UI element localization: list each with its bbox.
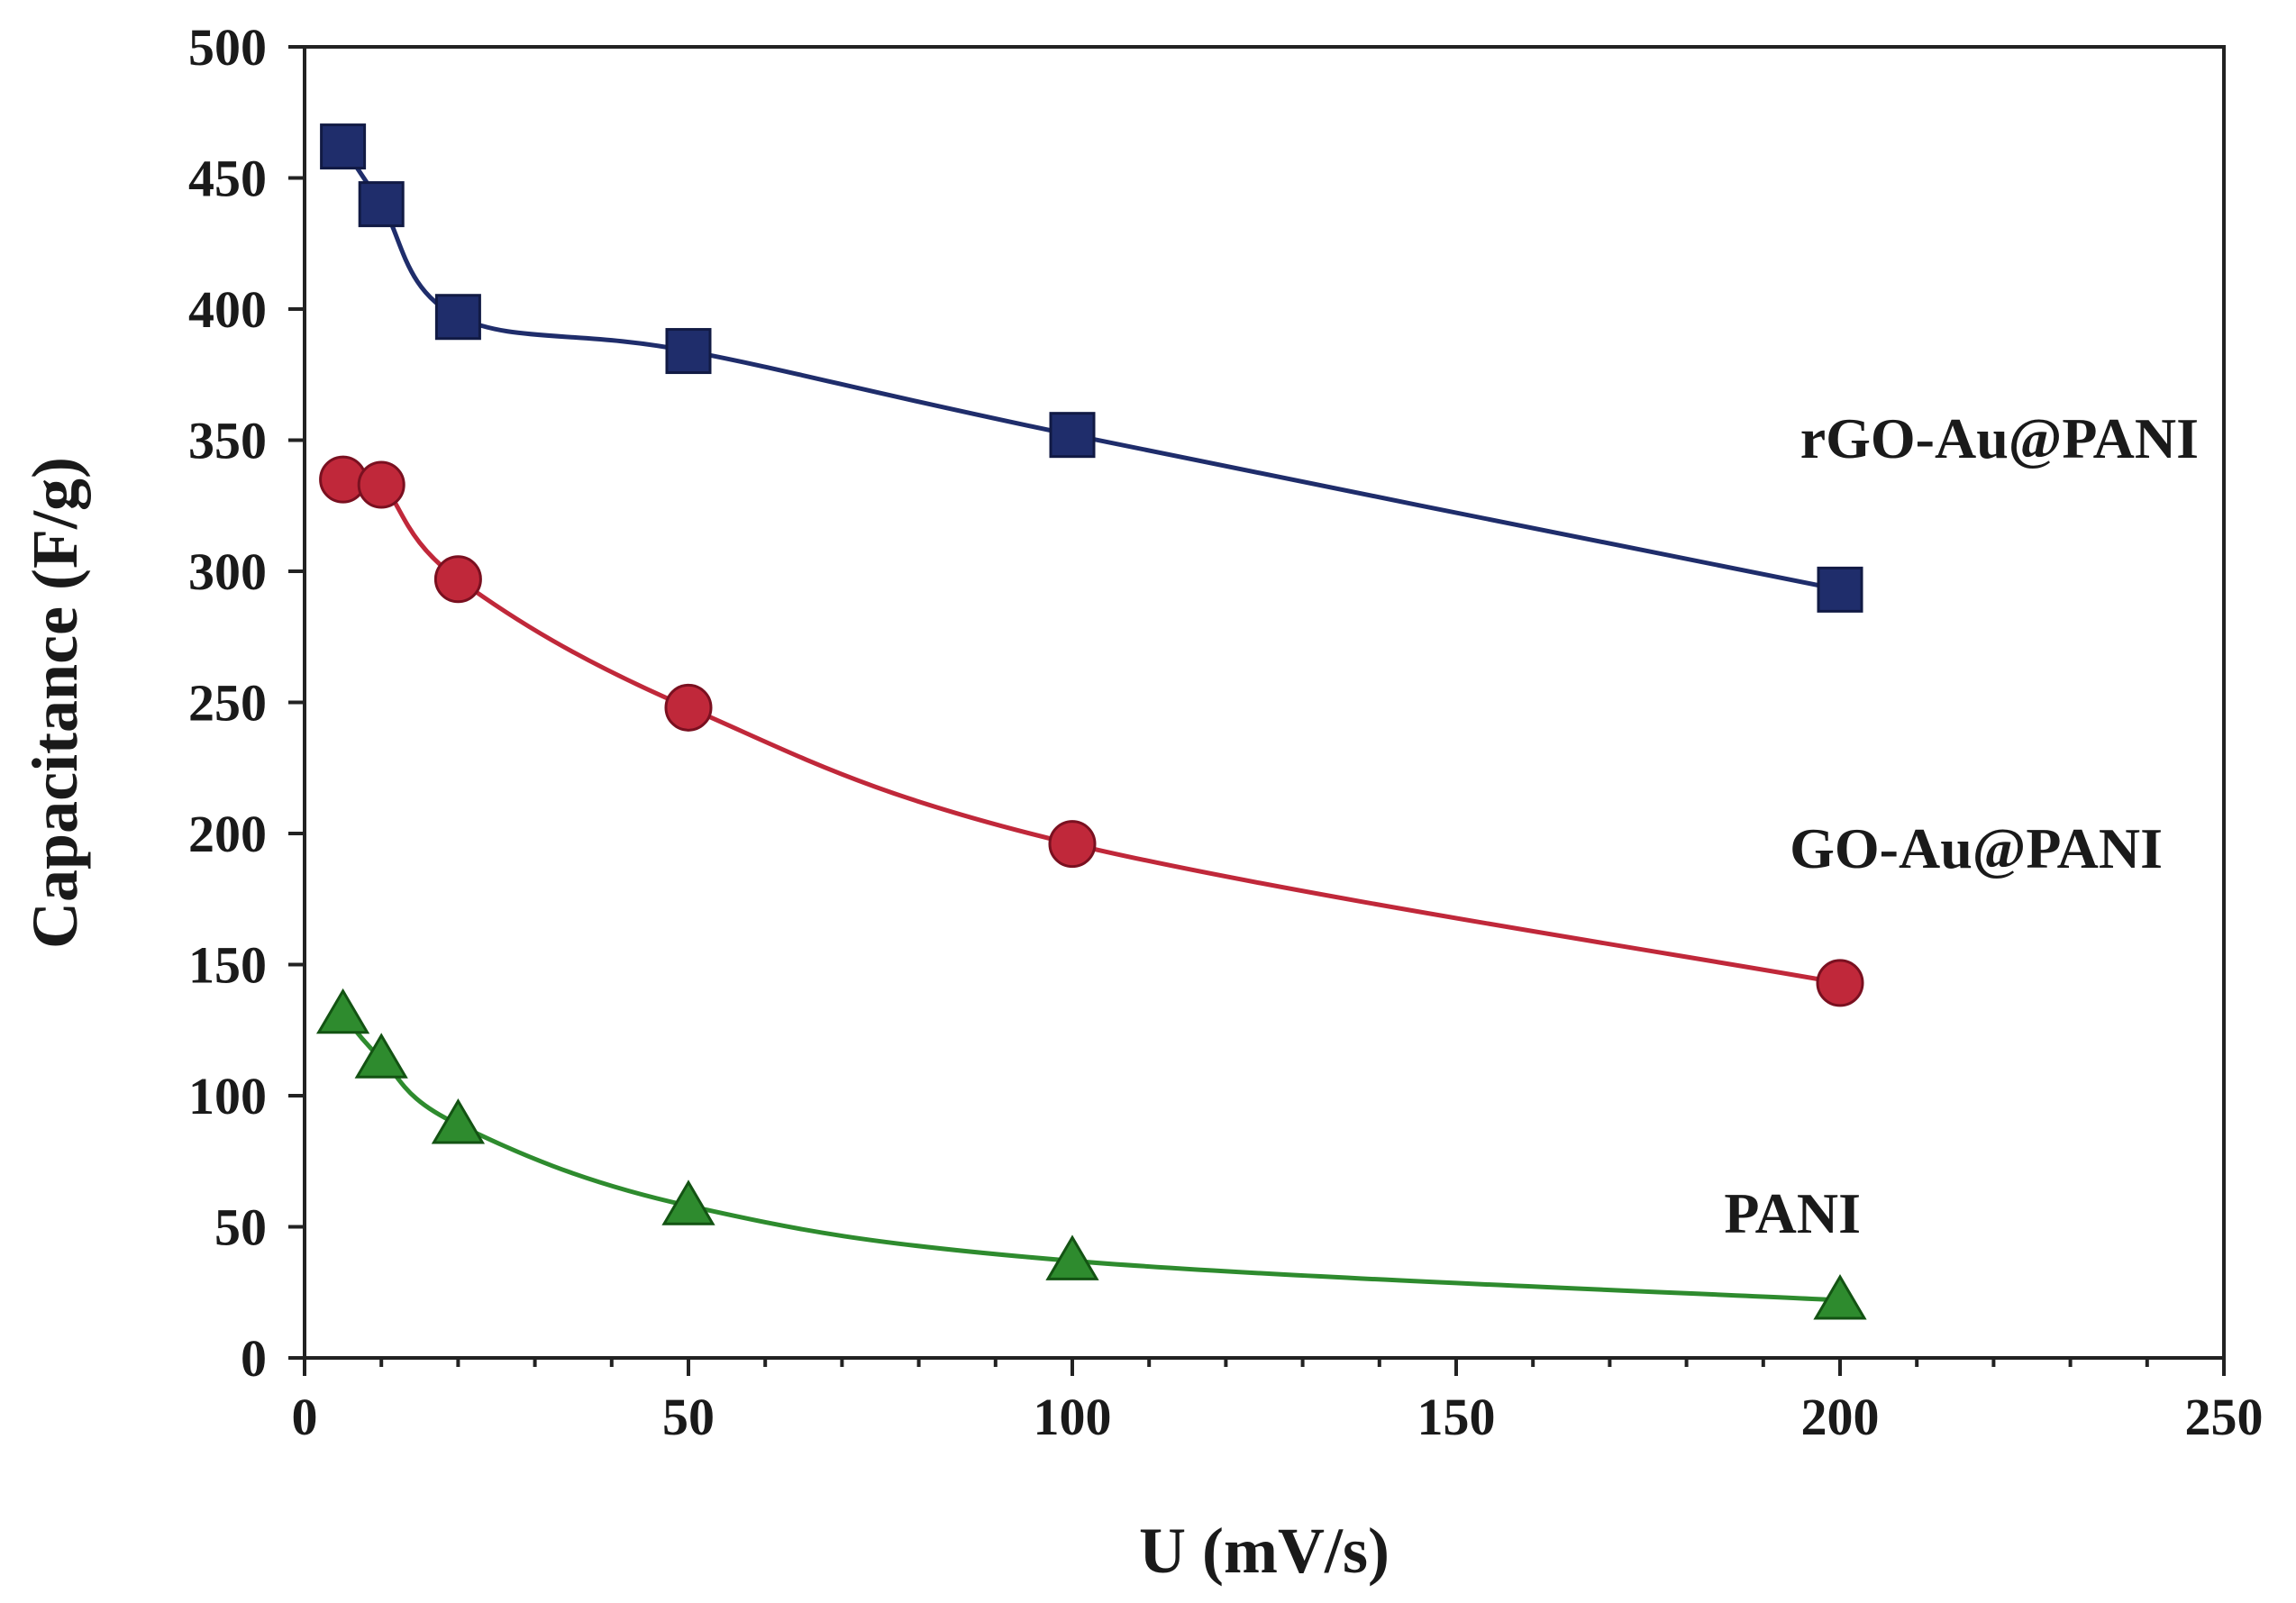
data-point xyxy=(433,555,482,604)
data-point xyxy=(1817,566,1863,613)
series-pani xyxy=(315,988,1867,1320)
y-tick-label: 450 xyxy=(188,150,267,208)
data-point xyxy=(434,294,481,341)
data-point xyxy=(661,1179,715,1225)
y-tick-label: 150 xyxy=(188,936,267,995)
plot-frame xyxy=(303,45,2226,1360)
data-point xyxy=(664,683,713,732)
y-tick-label: 50 xyxy=(214,1198,267,1257)
x-tick-label: 0 xyxy=(292,1388,318,1446)
y-tick-label: 0 xyxy=(241,1329,267,1388)
series-go-au-pani xyxy=(319,455,1864,1007)
x-tick-label: 50 xyxy=(662,1388,715,1446)
data-point xyxy=(357,460,405,509)
x-tick-label: 250 xyxy=(2185,1388,2264,1446)
y-tick-label: 100 xyxy=(188,1067,267,1125)
data-point xyxy=(665,328,712,375)
y-axis-title: Capacitance (F/g) xyxy=(19,457,91,949)
data-point xyxy=(358,181,405,228)
data-point xyxy=(431,1098,486,1144)
y-tick-label: 500 xyxy=(188,18,267,77)
x-axis-title: U (mV/s) xyxy=(1139,1515,1389,1587)
y-tick-label: 400 xyxy=(188,280,267,339)
y-tick-label: 350 xyxy=(188,412,267,470)
data-point xyxy=(1049,412,1096,459)
series-line xyxy=(341,1013,1841,1303)
data-point xyxy=(1045,1234,1099,1280)
x-tick-label: 200 xyxy=(1801,1388,1880,1446)
series-label-rgo-au-pani: rGO-Au@PANI xyxy=(1800,406,2199,470)
series-label-go-au-pani: GO-Au@PANI xyxy=(1790,816,2163,880)
data-point xyxy=(1816,959,1864,1007)
x-tick-label: 100 xyxy=(1034,1388,1112,1446)
series-layer xyxy=(315,123,1867,1320)
series-line xyxy=(342,473,1841,986)
series-rgo-au-pani xyxy=(320,123,1863,613)
y-tick-label: 300 xyxy=(188,542,267,601)
series-line xyxy=(341,145,1841,592)
data-point xyxy=(320,123,367,170)
y-tick-label: 250 xyxy=(188,674,267,733)
data-point xyxy=(315,988,370,1034)
data-point xyxy=(354,1033,408,1079)
y-tick-label: 200 xyxy=(188,805,267,863)
data-point xyxy=(1048,820,1097,869)
y-axis-ticks: 0 50 100 150 200 250 300 350 400 450 500 xyxy=(188,18,305,1388)
x-axis-ticks: 0 50 100 150 200 250 xyxy=(292,1358,2264,1446)
series-label-pani: PANI xyxy=(1724,1181,1861,1245)
x-tick-label: 150 xyxy=(1417,1388,1496,1446)
data-point xyxy=(1813,1274,1867,1320)
